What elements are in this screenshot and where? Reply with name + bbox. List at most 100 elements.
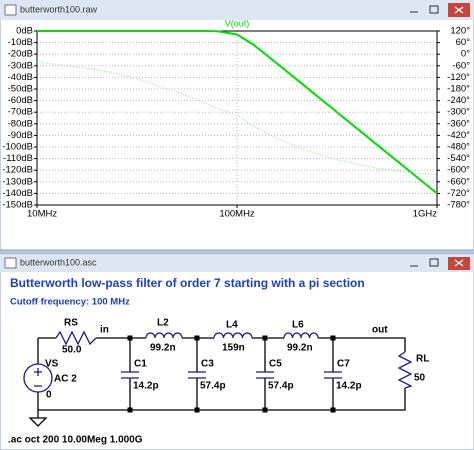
component-name: L2 <box>157 318 169 329</box>
y2-tick-label: -300° <box>447 107 470 118</box>
y-tick-label: -80dB <box>8 118 33 129</box>
y-tick-label: -30dB <box>8 60 33 71</box>
wires <box>37 337 406 418</box>
junction <box>194 407 200 413</box>
title-bar <box>0 254 474 272</box>
y2-tick-label: -420° <box>447 130 470 141</box>
y2-tick-label: -60° <box>452 60 470 71</box>
component-value: 99.2n <box>287 343 313 354</box>
component-value: 99.2n <box>150 343 176 354</box>
y2-tick-label: -720° <box>447 188 470 199</box>
component-value: 14.2p <box>133 381 159 392</box>
inductor-l2 <box>145 332 183 339</box>
junction <box>194 335 200 341</box>
net-label: out <box>372 325 388 336</box>
y-tick-label: -140dB <box>2 188 33 199</box>
y-tick-label: -120dB <box>2 165 33 176</box>
y-tick-label: 0dB <box>16 26 33 37</box>
plot-area: 0dB-10dB-20dB-30dB-40dB-50dB-60dB-70dB-8… <box>2 18 470 219</box>
resistor-rs <box>55 330 97 346</box>
y-tick-label: -50dB <box>8 84 33 95</box>
window-icon <box>4 4 17 16</box>
y-tick-label: -150dB <box>2 200 33 211</box>
component-name: VS <box>45 359 59 370</box>
y2-tick-label: -240° <box>447 95 470 106</box>
y2-tick-label: -360° <box>447 118 470 129</box>
schematic-title: Butterworth low-pass filter of order 7 s… <box>10 276 365 290</box>
title-bar <box>0 0 474 20</box>
maximize-button[interactable] <box>429 258 439 267</box>
inductor-l6 <box>283 332 319 339</box>
junctions <box>127 335 336 413</box>
y2-tick-label: -780° <box>447 200 470 211</box>
x-tick-label: 1GHz <box>413 209 438 220</box>
inductor-l4 <box>213 332 253 339</box>
series-line <box>36 61 438 175</box>
y2-tick-label: 120° <box>450 26 470 37</box>
capacitors <box>121 371 342 379</box>
close-icon <box>454 259 464 267</box>
y2-tick-label: -180° <box>447 84 470 95</box>
net-label: in <box>100 325 109 336</box>
component-name: L6 <box>292 320 304 331</box>
component-name: RL <box>416 354 429 365</box>
junction <box>127 335 133 341</box>
ground <box>28 417 48 427</box>
close-icon <box>454 6 464 14</box>
plot-frame <box>36 30 438 206</box>
circuit <box>23 330 413 427</box>
component-value: 57.4p <box>200 381 226 392</box>
voltage-source <box>23 363 53 393</box>
component-dc: 0 <box>46 390 52 401</box>
y2-tick-label: -600° <box>447 165 470 176</box>
y2-tick-label: 0° <box>461 49 470 60</box>
x-tick-label: 10MHz <box>27 209 57 220</box>
junction <box>330 335 336 341</box>
component-value: AC 2 <box>54 374 77 385</box>
y-tick-label: -60dB <box>8 95 33 106</box>
y2-tick-label: -660° <box>447 176 470 187</box>
component-name: C1 <box>134 359 147 370</box>
y-tick-label: -100dB <box>2 142 33 153</box>
y-tick-label: -20dB <box>8 49 33 60</box>
component-value: 50 <box>414 373 426 384</box>
series-line <box>37 30 438 195</box>
y-tick-label: -70dB <box>8 107 33 118</box>
component-name: C3 <box>201 359 214 370</box>
trace-label: V(out) <box>225 18 250 28</box>
window-controls[interactable] <box>410 3 470 17</box>
y2-tick-label: 60° <box>456 37 471 48</box>
y-tick-label: -130dB <box>2 176 33 187</box>
y2-tick-label: -120° <box>447 72 470 83</box>
component-labels: in out RS 50.0 L2 99.2n L4 159n L6 99.2n… <box>45 318 429 401</box>
component-value: 14.2p <box>336 381 362 392</box>
schematic-subtitle: Cutoff frequency: 100 MHz <box>10 297 130 308</box>
y-tick-label: -110dB <box>3 153 33 164</box>
window-controls[interactable] <box>410 257 470 270</box>
component-name: C5 <box>269 359 282 370</box>
window-title: butterworth100.raw <box>20 4 98 14</box>
y-tick-label: -10dB <box>8 37 33 48</box>
component-value: 159n <box>222 343 245 354</box>
junction <box>262 335 268 341</box>
component-name: RS <box>64 318 78 329</box>
junction <box>262 407 268 413</box>
junction <box>330 407 336 413</box>
component-name: L4 <box>226 320 238 331</box>
x-tick-label: 100MHz <box>219 209 255 220</box>
y-tick-label: -90dB <box>8 130 33 141</box>
component-value: 57.4p <box>268 381 294 392</box>
maximize-button[interactable] <box>429 5 439 14</box>
y2-tick-label: -480° <box>447 142 470 153</box>
source-polarity <box>34 368 42 387</box>
spice-directive: .ac oct 200 10.00Meg 1.000G <box>8 435 143 446</box>
schematic-window <box>0 253 474 450</box>
component-value: 50.0 <box>62 345 82 356</box>
junction <box>127 407 133 413</box>
window-icon <box>4 257 17 269</box>
y2-tick-label: -540° <box>447 153 470 164</box>
y-tick-label: -40dB <box>8 72 33 83</box>
window-title: butterworth100.asc <box>20 257 97 267</box>
resistor-rl <box>397 351 413 389</box>
